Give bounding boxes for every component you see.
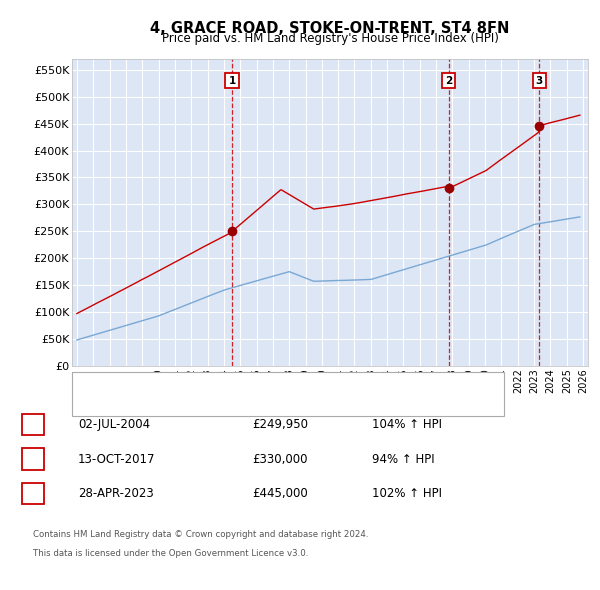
- Text: HPI: Average price, detached house, Stoke-on-Trent: HPI: Average price, detached house, Stok…: [121, 399, 389, 408]
- Text: 1: 1: [29, 420, 37, 430]
- Text: 28-APR-2023: 28-APR-2023: [78, 487, 154, 500]
- Text: 13-OCT-2017: 13-OCT-2017: [78, 453, 155, 466]
- Text: Price paid vs. HM Land Registry's House Price Index (HPI): Price paid vs. HM Land Registry's House …: [161, 32, 499, 45]
- Text: £330,000: £330,000: [252, 453, 308, 466]
- Text: This data is licensed under the Open Government Licence v3.0.: This data is licensed under the Open Gov…: [33, 549, 308, 558]
- Text: 102% ↑ HPI: 102% ↑ HPI: [372, 487, 442, 500]
- Text: 1: 1: [229, 76, 236, 86]
- Text: 3: 3: [29, 489, 37, 498]
- Text: 2: 2: [445, 76, 452, 86]
- Text: 2: 2: [29, 454, 37, 464]
- Text: £445,000: £445,000: [252, 487, 308, 500]
- Text: 4, GRACE ROAD, STOKE-ON-TRENT, ST4 8FN (detached house): 4, GRACE ROAD, STOKE-ON-TRENT, ST4 8FN (…: [121, 379, 446, 389]
- Text: 104% ↑ HPI: 104% ↑ HPI: [372, 418, 442, 431]
- Text: 02-JUL-2004: 02-JUL-2004: [78, 418, 150, 431]
- Text: £249,950: £249,950: [252, 418, 308, 431]
- Text: 3: 3: [536, 76, 543, 86]
- Text: Contains HM Land Registry data © Crown copyright and database right 2024.: Contains HM Land Registry data © Crown c…: [33, 530, 368, 539]
- Text: 4, GRACE ROAD, STOKE-ON-TRENT, ST4 8FN: 4, GRACE ROAD, STOKE-ON-TRENT, ST4 8FN: [151, 21, 509, 35]
- Text: 94% ↑ HPI: 94% ↑ HPI: [372, 453, 434, 466]
